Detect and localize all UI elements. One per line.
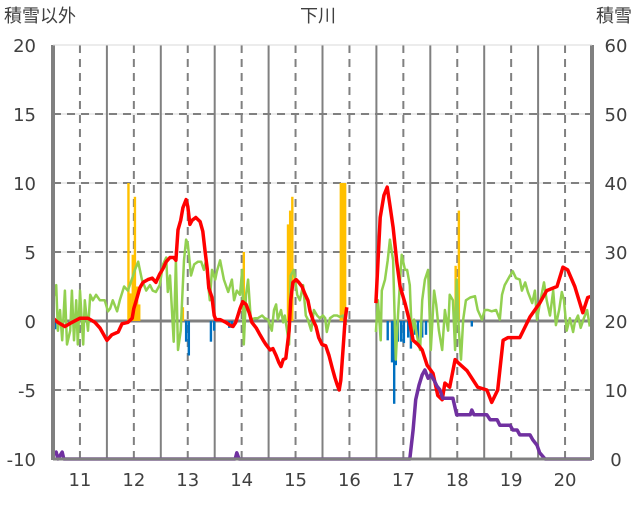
orange-bar (133, 196, 137, 321)
blue-bar (209, 321, 213, 342)
chart-title: 下川 (300, 6, 336, 27)
left-tick-label: 15 (13, 105, 36, 126)
left-tick-label: -10 (7, 450, 36, 471)
right-tick-label: 40 (605, 174, 628, 195)
x-tick-label: 12 (122, 470, 145, 491)
blue-bar (407, 321, 410, 338)
x-tick-label: 19 (500, 470, 523, 491)
x-tick-label: 11 (68, 470, 91, 491)
orange-bar (131, 254, 134, 321)
left-axis-title: 積雪以外 (4, 6, 76, 27)
orange-bar (341, 183, 345, 321)
blue-bar (386, 321, 389, 341)
x-tick-label: 14 (230, 470, 253, 491)
x-tick-label: 13 (176, 470, 199, 491)
orange-bar (127, 183, 130, 321)
orange-bar (138, 304, 141, 321)
x-tick-label: 18 (446, 470, 469, 491)
x-tick-label: 20 (554, 470, 577, 491)
left-tick-label: -5 (18, 381, 36, 402)
green-line (51, 238, 592, 361)
orange-bar (288, 210, 292, 321)
orange-bar (291, 196, 294, 321)
right-tick-label: 30 (605, 243, 628, 264)
blue-bar (470, 321, 474, 327)
x-tick-label: 15 (284, 470, 307, 491)
blue-bar (212, 321, 216, 331)
right-tick-label: 0 (610, 450, 621, 471)
x-tick-label: 16 (338, 470, 361, 491)
blue-bar (424, 321, 428, 335)
x-tick-label: 17 (392, 470, 415, 491)
orange-bar (129, 293, 132, 321)
right-tick-label: 50 (605, 105, 628, 126)
lines (51, 185, 593, 461)
blue-bar (399, 321, 403, 342)
red-line (51, 185, 593, 405)
purple-line (51, 368, 592, 461)
orange-bar (181, 307, 185, 321)
right-tick-label: 60 (605, 36, 628, 57)
left-tick-label: 5 (25, 243, 36, 264)
blue-bar (184, 321, 188, 342)
right-tick-label: 20 (605, 312, 628, 333)
plot-frame (51, 44, 594, 461)
blue-bar (392, 321, 396, 404)
blue-bar (402, 321, 406, 344)
blue-bar (53, 321, 57, 330)
orange-bar (343, 183, 347, 321)
bars (53, 183, 474, 404)
right-axis-title: 積雪 (596, 6, 632, 27)
blue-bar (416, 321, 420, 342)
blue-bar (390, 321, 394, 363)
right-tick-label: 10 (605, 381, 628, 402)
blue-bar (187, 321, 191, 356)
orange-bar (135, 286, 139, 321)
orange-bar (286, 224, 290, 321)
orange-bar (339, 183, 343, 321)
orange-bar (457, 210, 461, 321)
left-tick-label: 10 (13, 174, 36, 195)
left-tick-label: 0 (25, 312, 36, 333)
left-tick-label: 20 (13, 36, 36, 57)
